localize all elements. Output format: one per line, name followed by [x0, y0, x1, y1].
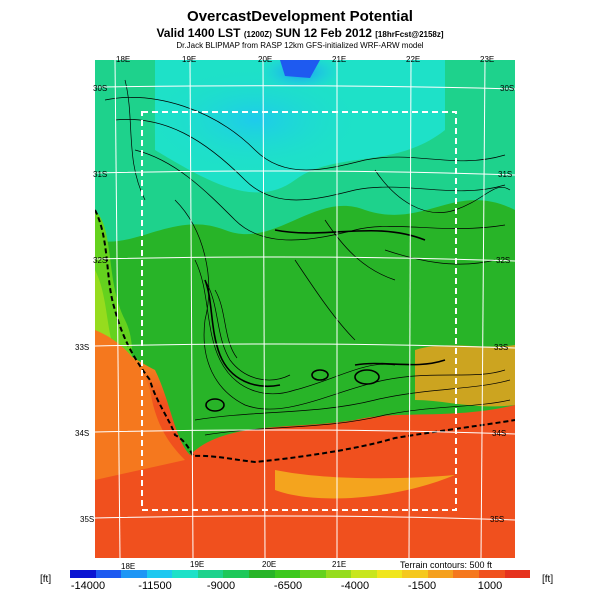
ocean-west [95, 330, 185, 480]
lat-label-right: 35S [490, 515, 505, 524]
colorbar-tick: -11500 [138, 580, 172, 592]
lat-label-right: 31S [498, 170, 513, 179]
colorbar-tick: -9000 [206, 580, 236, 592]
colorbar-swatch [325, 570, 352, 578]
colorbar-swatch [479, 570, 505, 578]
lat-label-right: 30S [500, 84, 515, 93]
inner-domain-box [141, 111, 457, 511]
coastline [95, 209, 515, 464]
cyan-blob [145, 65, 365, 175]
ocean-band [195, 425, 515, 480]
colorbar-swatch [351, 570, 377, 578]
colorbar-unit-right: [ft] [542, 574, 554, 585]
colorbar-swatch [453, 570, 479, 578]
lat-label-right: 34S [492, 429, 507, 438]
colorbar-swatch [197, 570, 224, 578]
colorbar-swatch [223, 570, 249, 578]
map-panel[interactable] [95, 60, 515, 558]
lat-label-left: 32S [93, 256, 108, 265]
lat-label-left: 35S [80, 515, 95, 524]
terrain-contour-note: Terrain contours: 500 ft [400, 560, 493, 570]
colorbar-tick: -4000 [340, 580, 370, 592]
lat-label-left: 31S [93, 170, 108, 179]
colorbar-swatch [172, 570, 198, 578]
lon-label-top: 22E [406, 55, 421, 64]
colorbar [70, 570, 531, 578]
colorbar-swatch [248, 570, 275, 578]
colorbar-swatch [95, 570, 122, 578]
lat-label-left: 34S [75, 429, 90, 438]
lat-label-left: 30S [93, 84, 108, 93]
colorbar-swatch [376, 570, 403, 578]
colorbar-swatch [274, 570, 301, 578]
utc-time: (1200Z) [243, 30, 272, 39]
valid-time-subtitle: Valid 1400 LST (1200Z) SUN 12 Feb 2012 [… [0, 26, 600, 40]
colorbar-swatch [121, 570, 147, 578]
lon-label-bottom: 18E [121, 562, 136, 571]
ocean-yellow-band [275, 470, 455, 499]
colorbar-swatch [402, 570, 428, 578]
lon-label-top: 23E [480, 55, 495, 64]
lon-label-top: 20E [258, 55, 273, 64]
model-note: Dr.Jack BLIPMAP from RASP 12km GFS-initi… [176, 41, 424, 50]
colorbar-tick: -6500 [273, 580, 303, 592]
lat-label-right: 32S [496, 256, 511, 265]
colorbar-tick: -14000 [70, 580, 106, 592]
dark-blue-patch [280, 60, 320, 78]
lon-label-bottom: 21E [332, 560, 347, 569]
colorbar-unit-left: [ft] [40, 574, 52, 585]
forecast-date: SUN 12 Feb 2012 [275, 26, 372, 40]
lon-label-top: 21E [332, 55, 347, 64]
colorbar-swatch [146, 570, 173, 578]
colorbar-tick: -1500 [407, 580, 437, 592]
colorbar-tick: 1000 [477, 580, 503, 592]
east-orange [415, 345, 515, 407]
forecast-run: [18hrFcst@2158z] [375, 30, 444, 39]
colorbar-swatch [504, 570, 531, 578]
colorbar-swatch [427, 570, 454, 578]
map-title: OvercastDevelopment Potential [187, 8, 413, 25]
lat-label-right: 33S [494, 343, 509, 352]
lon-label-top: 19E [182, 55, 197, 64]
forecast-map[interactable] [95, 60, 515, 558]
valid-time: Valid 1400 LST [156, 26, 241, 40]
colorbar-swatch [300, 570, 326, 578]
lon-label-bottom: 19E [190, 560, 205, 569]
terrain-contours [104, 79, 511, 436]
lon-label-bottom: 20E [262, 560, 277, 569]
latlon-grid [95, 60, 515, 558]
lon-label-top: 18E [116, 55, 131, 64]
main-contours [204, 229, 446, 412]
colorbar-swatch [70, 570, 96, 578]
lat-label-left: 33S [75, 343, 90, 352]
